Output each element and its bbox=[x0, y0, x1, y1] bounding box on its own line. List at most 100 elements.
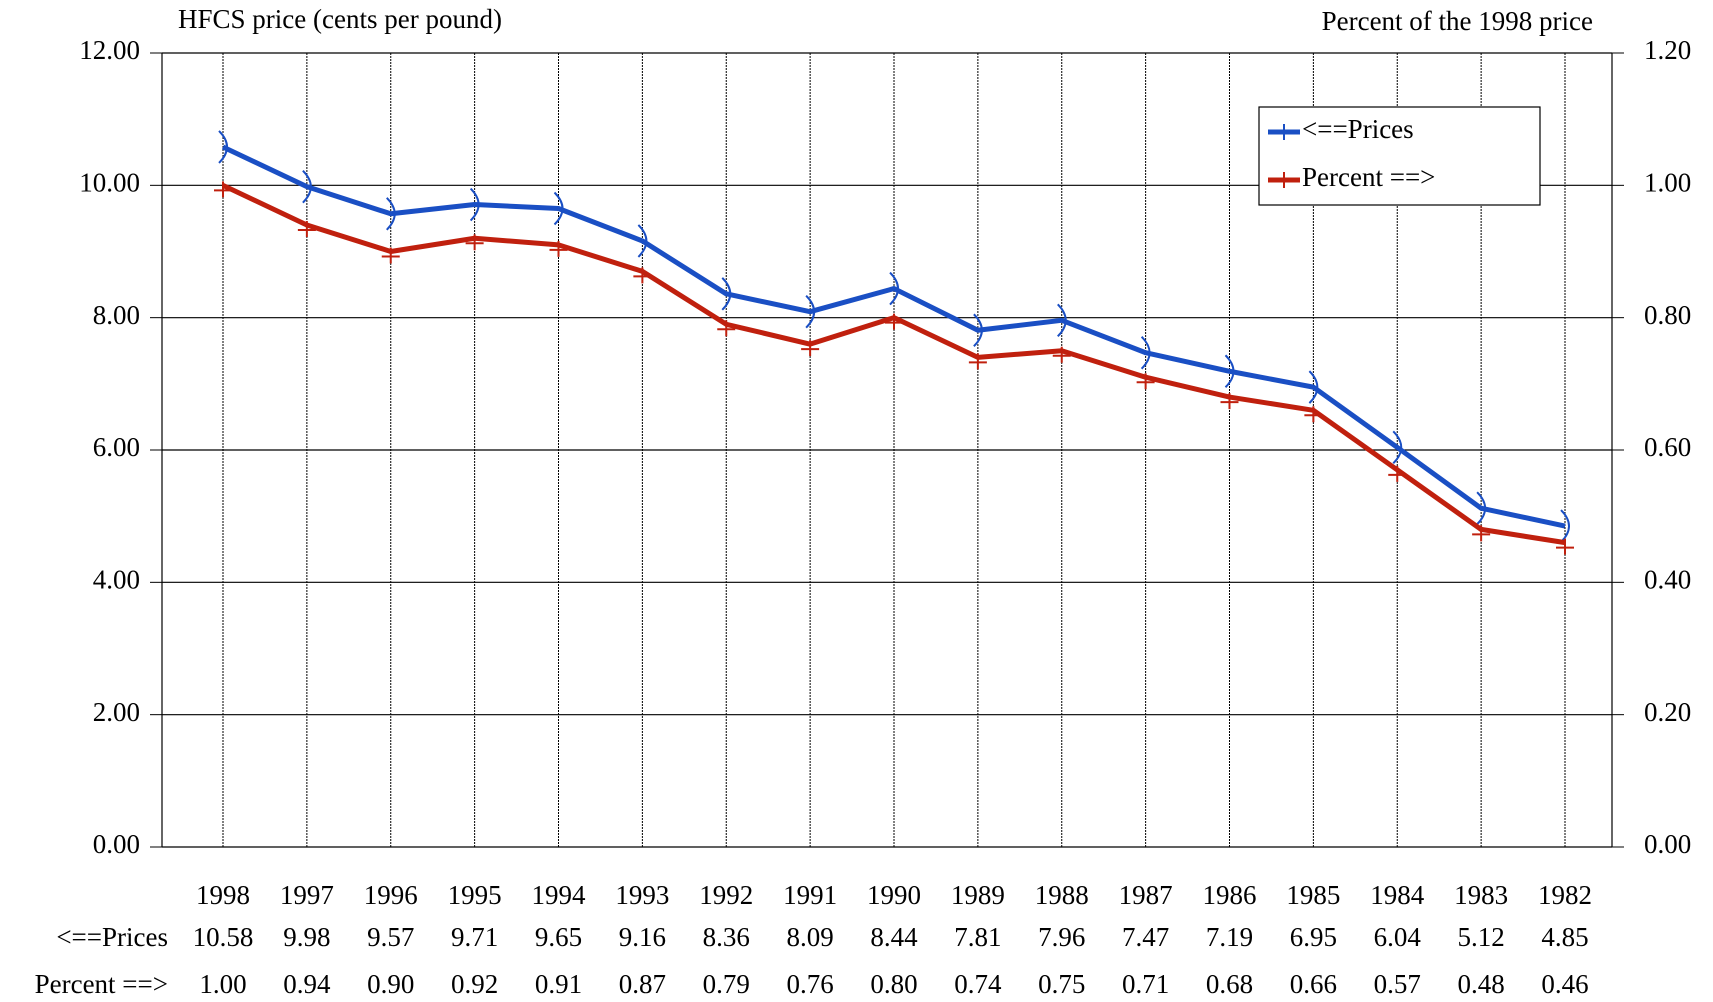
legend-label: <==Prices bbox=[1302, 114, 1414, 144]
table-value: 8.44 bbox=[870, 922, 918, 952]
y-axis-title: HFCS price (cents per pound) bbox=[178, 4, 502, 34]
table-value: 7.19 bbox=[1206, 922, 1253, 952]
point-marker bbox=[549, 240, 568, 257]
table-value: 9.71 bbox=[451, 922, 498, 952]
x-tick-label: 1998 bbox=[196, 880, 250, 910]
table-value: 5.12 bbox=[1458, 922, 1505, 952]
x-tick-label: 1984 bbox=[1370, 880, 1425, 910]
point-marker bbox=[218, 130, 228, 164]
point-marker bbox=[465, 234, 484, 251]
point-marker bbox=[1140, 336, 1151, 370]
table-value: 0.92 bbox=[451, 969, 498, 999]
point-marker bbox=[302, 169, 312, 204]
x-tick-label: 1987 bbox=[1119, 880, 1173, 910]
point-marker bbox=[1392, 430, 1403, 465]
point-marker bbox=[968, 353, 987, 370]
table-value: 0.66 bbox=[1290, 969, 1337, 999]
x-tick-label: 1993 bbox=[615, 880, 669, 910]
table-value: 0.90 bbox=[367, 969, 414, 999]
y2-tick-label: 1.20 bbox=[1644, 35, 1691, 65]
table-value: 0.74 bbox=[954, 969, 1002, 999]
x-tick-label: 1982 bbox=[1538, 880, 1592, 910]
table-value: 10.58 bbox=[193, 922, 254, 952]
table-value: 9.16 bbox=[619, 922, 666, 952]
y2-tick-label: 0.00 bbox=[1644, 829, 1691, 859]
x-tick-label: 1990 bbox=[867, 880, 921, 910]
point-marker bbox=[1476, 491, 1487, 525]
point-marker bbox=[1057, 303, 1067, 338]
table-value: 0.80 bbox=[870, 969, 917, 999]
point-marker bbox=[1388, 465, 1407, 482]
x-tick-label: 1996 bbox=[364, 880, 418, 910]
legend-box bbox=[1258, 106, 1541, 206]
table-value: 8.09 bbox=[787, 922, 834, 952]
point-marker bbox=[1560, 509, 1570, 543]
table-value: 7.47 bbox=[1122, 922, 1169, 952]
point-marker bbox=[633, 267, 652, 284]
point-marker bbox=[717, 320, 736, 337]
table-value: 6.04 bbox=[1374, 922, 1422, 952]
point-marker bbox=[1052, 346, 1071, 363]
x-tick-label: 1986 bbox=[1203, 880, 1257, 910]
point-marker bbox=[637, 224, 648, 258]
table-value: 4.85 bbox=[1541, 922, 1588, 952]
table-value: 0.94 bbox=[283, 969, 331, 999]
table-value: 9.98 bbox=[283, 922, 330, 952]
x-tick-label: 1992 bbox=[699, 880, 753, 910]
x-tick-label: 1997 bbox=[280, 880, 334, 910]
point-marker bbox=[1308, 370, 1319, 404]
table-value: 0.48 bbox=[1458, 969, 1505, 999]
point-marker bbox=[885, 313, 903, 330]
point-marker bbox=[1304, 406, 1323, 423]
y2-tick-label: 0.40 bbox=[1644, 565, 1691, 595]
y-tick-label: 8.00 bbox=[93, 300, 140, 330]
point-marker bbox=[973, 313, 983, 347]
y2-tick-label: 0.20 bbox=[1644, 697, 1691, 727]
table-value: 0.68 bbox=[1206, 969, 1253, 999]
table-row-header: <==Prices bbox=[56, 922, 168, 952]
table-value: 0.71 bbox=[1122, 969, 1169, 999]
y-tick-label: 10.00 bbox=[79, 168, 140, 198]
y-tick-label: 0.00 bbox=[93, 829, 140, 859]
point-marker bbox=[1224, 354, 1235, 388]
table-value: 0.79 bbox=[703, 969, 750, 999]
point-marker bbox=[469, 187, 480, 222]
y-tick-label: 6.00 bbox=[93, 432, 140, 462]
table-value: 0.91 bbox=[535, 969, 582, 999]
y-tick-label: 2.00 bbox=[93, 697, 140, 727]
table-value: 8.36 bbox=[703, 922, 750, 952]
table-value: 1.00 bbox=[199, 969, 246, 999]
point-marker bbox=[1556, 538, 1574, 555]
table-value: 0.75 bbox=[1038, 969, 1085, 999]
point-marker bbox=[1136, 373, 1155, 390]
legend-label: Percent ==> bbox=[1302, 162, 1435, 192]
point-marker bbox=[381, 247, 400, 264]
y2-axis-title: Percent of the 1998 price bbox=[1322, 6, 1593, 36]
y2-tick-label: 1.00 bbox=[1644, 168, 1691, 198]
x-tick-label: 1994 bbox=[532, 880, 587, 910]
x-tick-label: 1995 bbox=[448, 880, 502, 910]
table-value: 0.57 bbox=[1374, 969, 1421, 999]
x-tick-label: 1988 bbox=[1035, 880, 1089, 910]
table-value: 9.57 bbox=[367, 922, 414, 952]
table-value: 0.87 bbox=[619, 969, 666, 999]
table-value: 9.65 bbox=[535, 922, 582, 952]
table-value: 6.95 bbox=[1290, 922, 1337, 952]
table-value: 7.81 bbox=[954, 922, 1001, 952]
y2-tick-label: 0.80 bbox=[1644, 300, 1691, 330]
point-marker bbox=[297, 221, 316, 238]
series-line bbox=[221, 144, 1566, 529]
point-marker bbox=[553, 191, 564, 226]
table-value: 7.96 bbox=[1038, 922, 1085, 952]
table-value: 0.46 bbox=[1541, 969, 1588, 999]
legend: <==Prices Percent ==> bbox=[1258, 106, 1541, 206]
point-marker bbox=[889, 271, 899, 306]
table-value: 0.76 bbox=[787, 969, 834, 999]
point-marker bbox=[801, 340, 820, 357]
x-tick-label: 1983 bbox=[1454, 880, 1508, 910]
x-tick-label: 1985 bbox=[1286, 880, 1340, 910]
point-marker bbox=[805, 295, 816, 329]
y-tick-label: 12.00 bbox=[79, 35, 140, 65]
x-tick-label: 1989 bbox=[951, 880, 1005, 910]
point-marker bbox=[721, 277, 732, 311]
